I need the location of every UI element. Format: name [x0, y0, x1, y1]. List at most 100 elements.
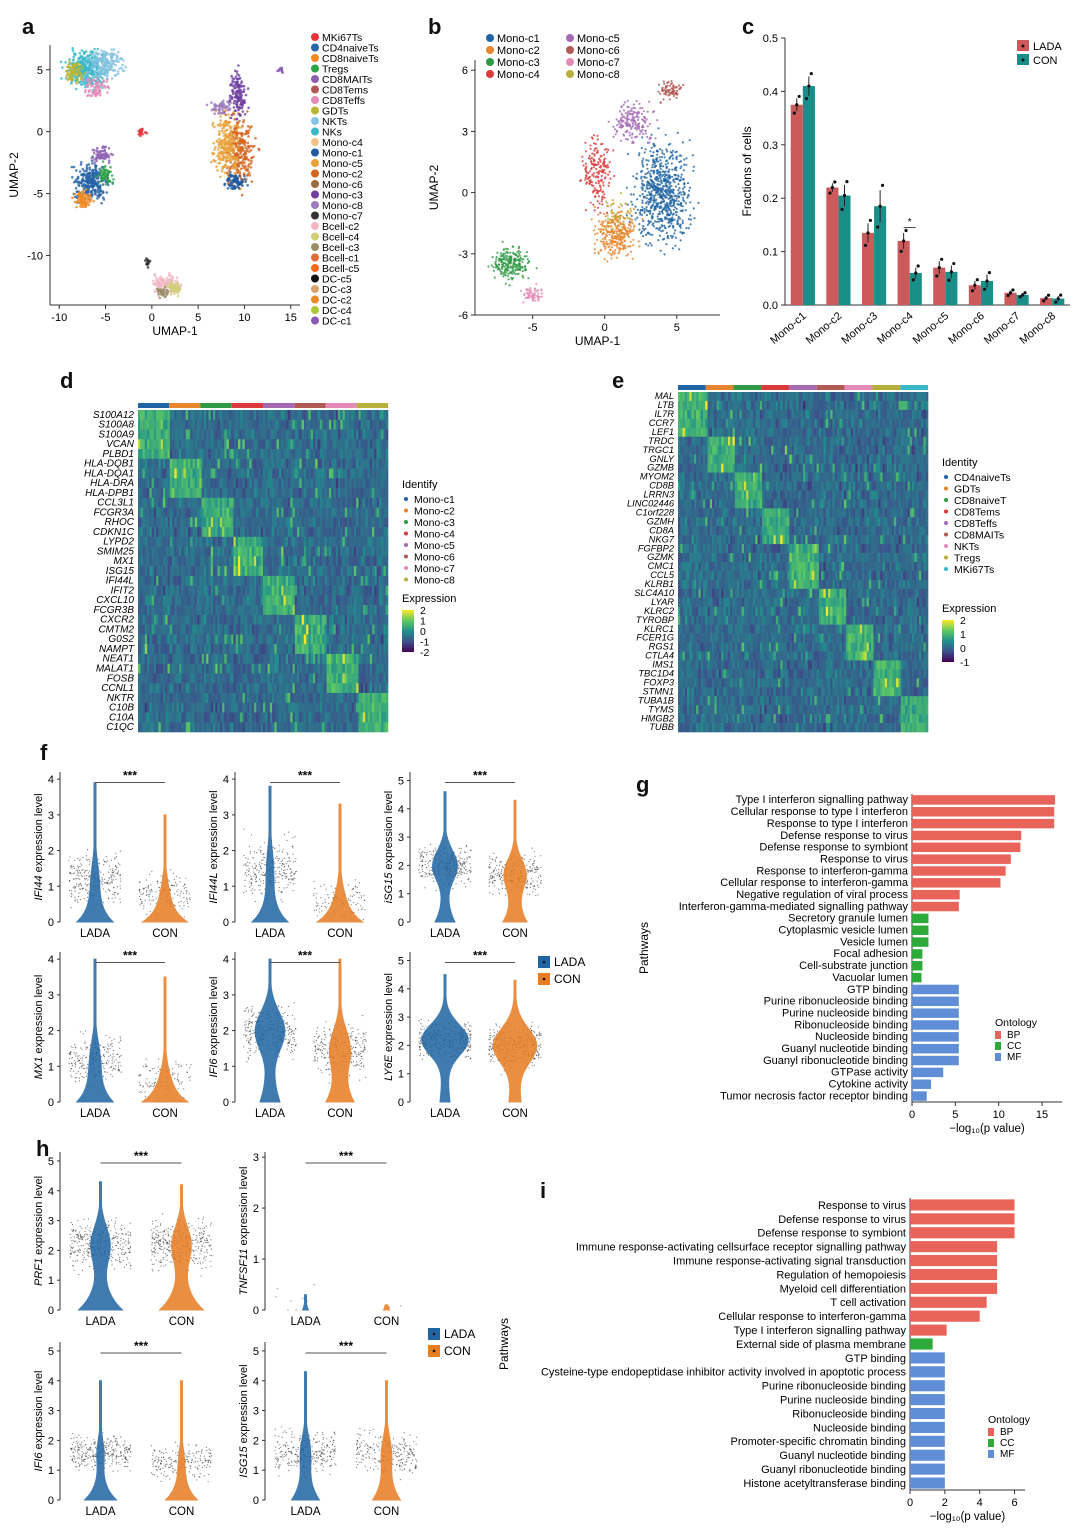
umap-point [646, 181, 649, 184]
umap-point [234, 144, 238, 147]
heatmap-cell [253, 410, 257, 421]
heatmap-cell [349, 419, 352, 430]
umap-point [601, 232, 604, 235]
umap-point [674, 177, 678, 181]
heatmap-cell [215, 449, 218, 460]
umap-point [167, 274, 171, 277]
umap-point [603, 148, 607, 151]
legend-label: DC-c3 [322, 284, 352, 296]
umap-point [645, 197, 648, 200]
umap-point [668, 186, 671, 189]
umap-point [230, 74, 233, 78]
umap-point [210, 101, 213, 104]
heatmap-cell [281, 439, 284, 450]
heatmap-cell [249, 410, 252, 421]
bar-lada [826, 187, 839, 305]
heatmap-cell [358, 458, 362, 469]
heatmap-cell [233, 439, 237, 450]
heatmap-cell [331, 439, 334, 450]
heatmap-cell [244, 429, 248, 440]
legend-label: Mono-c5 [322, 158, 363, 170]
heatmap-cell [222, 429, 225, 440]
panel-label-g: g [636, 772, 650, 797]
umap-point [516, 268, 519, 272]
x-tick-label: Mono-c8 [1018, 310, 1058, 347]
heatmap-cell [247, 468, 250, 479]
umap-point [602, 158, 606, 161]
heatmap-cell [288, 458, 291, 469]
umap-point [621, 116, 624, 119]
umap-point [626, 203, 629, 206]
bar-con [802, 86, 815, 305]
heatmap-cell [160, 410, 164, 421]
heatmap-cell [258, 458, 262, 469]
umap-point [112, 59, 116, 63]
umap-point [96, 153, 100, 157]
umap-point [178, 287, 181, 291]
umap-point [672, 179, 675, 182]
umap-point [217, 137, 221, 141]
heatmap-cell [385, 419, 389, 430]
heatmap-cell [228, 449, 232, 460]
heatmap-cell [276, 439, 280, 450]
umap-point [230, 173, 233, 177]
umap-point [664, 227, 667, 230]
umap-point [665, 160, 668, 163]
heatmap-cell [178, 439, 182, 450]
umap-point [668, 98, 671, 101]
heatmap-cell [324, 429, 327, 440]
umap-point [656, 119, 659, 122]
data-dot [797, 94, 801, 99]
heatmap-cell [249, 458, 252, 469]
umap-point [620, 126, 623, 129]
heatmap-cell [178, 410, 182, 421]
umap-point [237, 149, 240, 152]
umap-point [638, 194, 642, 197]
umap-point [662, 198, 665, 201]
umap-point [621, 223, 624, 226]
umap-point [622, 246, 626, 250]
heatmap-cell [160, 449, 164, 460]
heatmap-cell [235, 458, 239, 469]
umap-point [646, 163, 649, 166]
umap-point [657, 174, 661, 177]
umap-point [114, 73, 118, 77]
umap-point [95, 158, 98, 161]
umap-point [234, 166, 238, 170]
heatmap-cell [197, 410, 200, 421]
heatmap-cell [308, 478, 312, 489]
umap-point [642, 125, 645, 128]
umap-point [618, 249, 621, 252]
heatmap-cell [349, 439, 352, 450]
umap-point [607, 217, 610, 220]
umap-point [503, 271, 506, 275]
heatmap-cell [310, 439, 314, 450]
umap-point [615, 215, 618, 218]
heatmap-cell [342, 468, 346, 479]
heatmap-cell [201, 478, 205, 489]
umap-point [616, 124, 619, 127]
umap-point [635, 128, 638, 131]
heatmap-cell [140, 458, 143, 469]
umap-point [611, 238, 614, 242]
heatmap-cell [353, 468, 357, 479]
umap-point [672, 188, 675, 191]
umap-point [525, 251, 528, 254]
umap-point [592, 166, 595, 169]
umap-point [236, 171, 239, 174]
umap-point [678, 179, 681, 182]
umap-point [104, 168, 108, 172]
umap-point [619, 228, 622, 231]
umap-point [614, 234, 617, 238]
heatmap-cell [322, 449, 325, 460]
umap-point [645, 185, 648, 188]
heatmap-cell [381, 429, 384, 440]
heatmap-cell [344, 449, 348, 460]
bar-con [838, 195, 851, 305]
heatmap-cell [231, 468, 234, 479]
heatmap-cell [306, 449, 309, 460]
heatmap-cell [356, 410, 359, 421]
x-tick-label: 5 [674, 322, 680, 334]
umap-point [501, 266, 504, 269]
heatmap-cell [299, 410, 302, 421]
